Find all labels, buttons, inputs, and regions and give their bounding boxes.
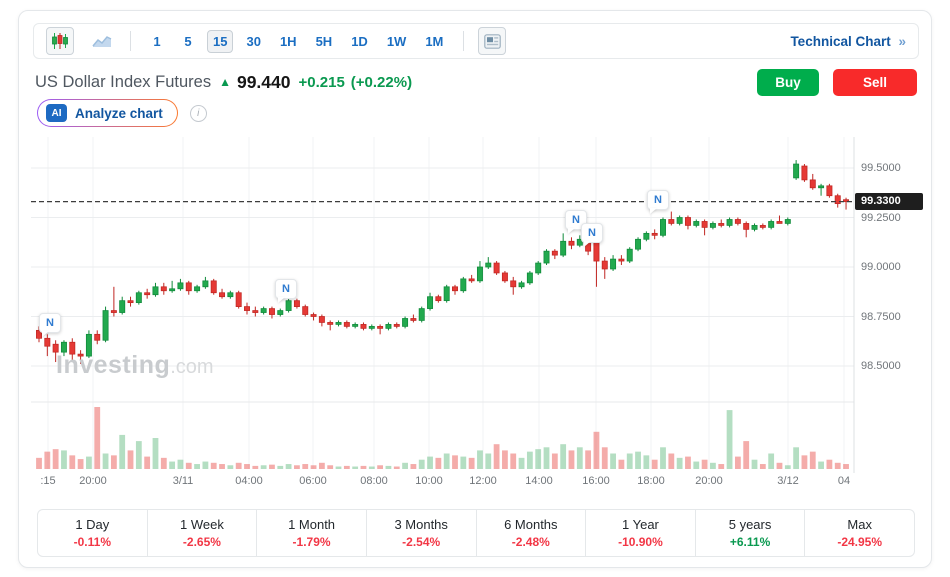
news-marker[interactable]: N	[647, 190, 669, 210]
time-axis-label: 18:00	[637, 475, 665, 487]
time-axis-label: :15	[40, 475, 56, 487]
price-change: +0.215	[298, 73, 345, 91]
time-axis-label: 20:00	[79, 475, 107, 487]
price-axis-label: 99.0000	[861, 261, 901, 273]
analyze-row: AI Analyze chart i	[37, 99, 207, 127]
timeframe-button-15[interactable]: 15	[207, 29, 234, 53]
chart-widget-card: 1 5 15 30 1H 5H 1D 1W 1M Technical Chart » US Do…	[18, 10, 932, 568]
toolbar-left-group: 1 5 15 30 1H 5H 1D 1W 1M	[46, 27, 507, 55]
area-chart-icon	[92, 36, 112, 47]
chart-canvas	[31, 137, 855, 473]
candlestick-chart-type-button[interactable]	[46, 27, 74, 55]
sell-button[interactable]: Sell	[833, 68, 917, 96]
instrument-title: US Dollar Index Futures	[35, 72, 212, 91]
timeframe-button-1h[interactable]: 1H	[279, 33, 297, 49]
time-axis-label: 04:00	[235, 475, 263, 487]
candlestick-icon	[52, 33, 68, 49]
performance-value: -24.95%	[837, 535, 883, 549]
price-axis-label: 99.2500	[861, 211, 901, 224]
performance-period-label: 1 Week	[180, 517, 224, 532]
timeframe-button-5h[interactable]: 5H	[315, 33, 333, 49]
price-axis-label: 98.7500	[861, 310, 901, 323]
performance-period-label: Max	[847, 517, 872, 532]
news-marker[interactable]: N	[275, 279, 297, 299]
time-axis-label: 20:00	[695, 475, 723, 487]
news-marker[interactable]: N	[39, 313, 61, 333]
performance-value: -1.79%	[292, 535, 331, 549]
performance-cell-5-years[interactable]: 5 years +6.11%	[696, 510, 806, 556]
area-chart-type-button[interactable]	[88, 27, 116, 55]
performance-cell-1-year[interactable]: 1 Year -10.90%	[586, 510, 696, 556]
time-axis-label: 3/11	[172, 475, 194, 487]
performance-period-label: 1 Year	[622, 517, 659, 532]
info-icon[interactable]: i	[189, 104, 207, 122]
chart-toolbar: 1 5 15 30 1H 5H 1D 1W 1M Technical Chart »	[33, 23, 919, 59]
last-price: 99.440	[236, 71, 291, 92]
performance-cell-3-months[interactable]: 3 Months -2.54%	[367, 510, 477, 556]
price-axis-label: 98.5000	[861, 360, 901, 372]
time-axis-label: 10:00	[415, 475, 443, 487]
time-axis-label: 06:00	[299, 475, 327, 487]
performance-value: -10.90%	[618, 535, 663, 549]
timeframe-group: 1 5 15 30 1H 5H 1D 1W 1M	[145, 29, 449, 53]
technical-chart-label: Technical Chart	[790, 33, 891, 49]
timeframe-button-1w[interactable]: 1W	[386, 33, 407, 49]
news-overlay-button[interactable]	[478, 27, 507, 55]
analyze-chart-button[interactable]: AI Analyze chart	[37, 99, 178, 127]
toolbar-separator	[130, 31, 131, 51]
performance-period-label: 1 Month	[288, 517, 336, 532]
performance-cell-1-day[interactable]: 1 Day -0.11%	[38, 510, 148, 556]
performance-value: -0.11%	[73, 535, 111, 549]
performance-cell-6-months[interactable]: 6 Months -2.48%	[477, 510, 587, 556]
time-axis-label: 08:00	[360, 475, 388, 487]
performance-cell-1-month[interactable]: 1 Month -1.79%	[257, 510, 367, 556]
watermark: Investing.com	[56, 351, 214, 380]
performance-bar: 1 Day -0.11% 1 Week -2.65% 1 Month -1.79% 3 Mo…	[37, 509, 915, 557]
chevron-right-icon: »	[898, 33, 906, 49]
instrument-header: US Dollar Index Futures ▲ 99.440 +0.215 …	[35, 67, 917, 97]
news-icon	[484, 33, 501, 49]
performance-cell-max[interactable]: Max -24.95%	[805, 510, 914, 556]
time-axis-label: 14:00	[525, 475, 553, 487]
performance-period-label: 6 Months	[504, 517, 558, 532]
timeframe-button-5[interactable]: 5	[184, 33, 192, 49]
news-marker[interactable]: N	[581, 223, 603, 243]
performance-period-label: 1 Day	[75, 517, 110, 532]
buy-button[interactable]: Buy	[757, 68, 819, 96]
performance-value: -2.65%	[182, 535, 221, 549]
last-price-axis-badge: 99.3300	[855, 193, 923, 211]
timeframe-button-1d[interactable]: 1D	[351, 33, 368, 49]
price-change-percent: (+0.22%)	[350, 73, 413, 91]
performance-value: +6.11%	[729, 535, 771, 549]
timeframe-button-30[interactable]: 30	[246, 33, 261, 49]
trade-buttons: Buy Sell	[757, 68, 917, 96]
watermark-brand: Investing	[56, 351, 171, 379]
performance-period-label: 5 years	[728, 517, 772, 532]
price-up-arrow-icon: ▲	[219, 75, 231, 89]
price-axis-label: 99.5000	[861, 162, 901, 174]
performance-value: -2.54%	[402, 535, 441, 549]
watermark-suffix: .com	[170, 356, 214, 378]
time-axis-label: 3/12	[777, 475, 799, 487]
ai-icon: AI	[46, 104, 67, 122]
performance-period-label: 3 Months	[394, 517, 448, 532]
technical-chart-link[interactable]: Technical Chart »	[790, 34, 906, 49]
time-axis-label: 16:00	[582, 475, 610, 487]
analyze-chart-label: Analyze chart	[75, 105, 163, 121]
time-axis-label: 12:00	[469, 475, 497, 487]
performance-cell-1-week[interactable]: 1 Week -2.65%	[148, 510, 258, 556]
performance-value: -2.48%	[511, 535, 550, 549]
timeframe-button-1m[interactable]: 1M	[425, 33, 444, 49]
time-axis-label: 04	[837, 475, 851, 487]
timeframe-button-1[interactable]: 1	[153, 33, 161, 49]
toolbar-separator	[463, 31, 465, 51]
candlestick-chart[interactable]: Investing.com 99.3300 99.5000 99.2500 99.0…	[19, 131, 931, 491]
